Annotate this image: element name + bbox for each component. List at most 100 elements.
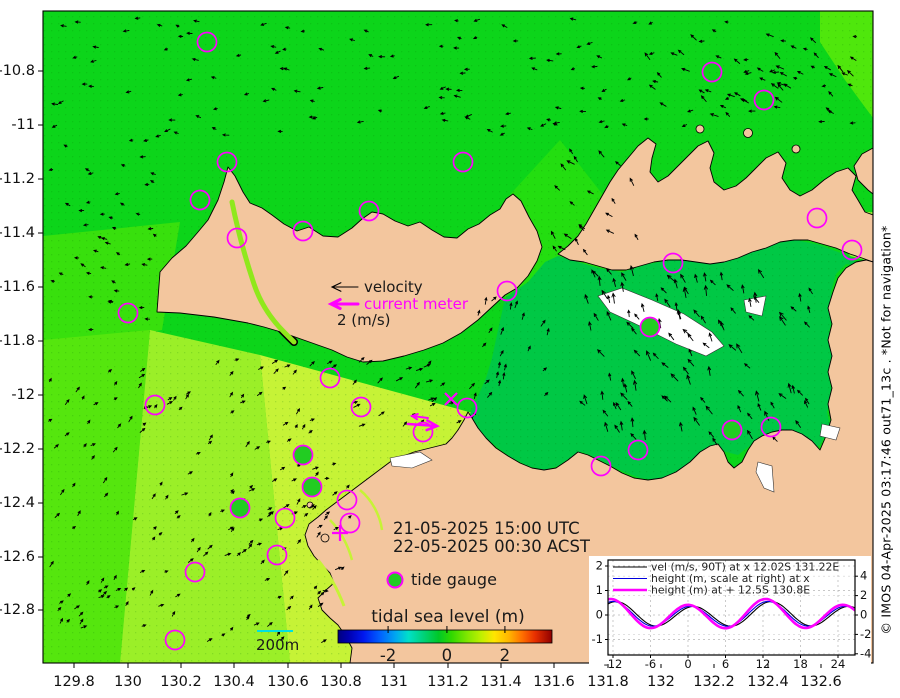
velocity-arrow <box>114 380 118 386</box>
current-meter-site-marker <box>627 439 649 461</box>
velocity-arrow <box>500 326 505 335</box>
velocity-arrow <box>83 443 87 448</box>
velocity-arrow <box>703 272 707 282</box>
velocity-arrow <box>792 76 798 80</box>
velocity-arrow <box>709 279 716 286</box>
velocity-arrow <box>748 315 755 321</box>
current-meter-site-marker <box>216 151 238 173</box>
velocity-arrow <box>557 245 566 251</box>
velocity-arrow <box>258 518 264 522</box>
velocity-arrow <box>64 202 71 207</box>
velocity-arrow <box>53 443 59 449</box>
velocity-arrow <box>187 558 194 563</box>
velocity-arrow <box>87 419 91 425</box>
velocity-arrow <box>206 638 213 642</box>
velocity-arrow <box>185 78 193 82</box>
velocity-arrow <box>779 72 787 77</box>
velocity-arrow <box>152 536 156 541</box>
velocity-arrow <box>597 97 602 101</box>
velocity-arrow <box>215 359 220 365</box>
velocity-arrow <box>655 293 659 301</box>
velocity-arrow <box>292 369 297 375</box>
velocity-arrow <box>301 505 307 509</box>
velocity-arrow <box>163 47 169 51</box>
current-meter-site-marker <box>164 629 186 651</box>
velocity-arrow <box>81 82 88 86</box>
current-meter-site-marker <box>336 489 358 511</box>
velocity-arrow <box>588 321 592 331</box>
velocity-arrow <box>284 26 291 30</box>
velocity-arrow <box>550 230 556 239</box>
velocity-arrow <box>596 55 603 59</box>
velocity-arrow <box>439 111 446 115</box>
velocity-arrow <box>119 202 125 206</box>
velocity-arrow <box>741 98 749 104</box>
velocity-arrow <box>280 466 286 471</box>
velocity-arrow <box>248 488 256 492</box>
velocity-arrow <box>155 134 161 138</box>
velocity-arrow <box>340 566 345 570</box>
velocity-arrow <box>674 302 678 311</box>
velocity-arrow <box>837 64 844 73</box>
velocity-arrow <box>500 124 507 128</box>
velocity-arrow <box>578 224 586 230</box>
current-meter-site-marker <box>292 220 314 242</box>
velocity-arrow <box>231 490 235 494</box>
velocity-arrow <box>546 58 554 62</box>
lat-tick-label: -11 <box>11 117 35 133</box>
velocity-arrow <box>473 18 481 22</box>
intertidal-flat-3 <box>755 461 775 493</box>
velocity-arrow <box>473 392 477 399</box>
velocity-arrow <box>135 212 141 216</box>
lon-tick-label: 130.6 <box>267 674 309 690</box>
velocity-arrow <box>756 67 764 72</box>
velocity-arrow <box>703 284 708 297</box>
inset-x-tick-label: 0 <box>684 657 691 671</box>
velocity-arrow <box>63 144 68 148</box>
current-meter-site-marker <box>266 544 288 566</box>
current-meter-site-marker <box>117 302 139 324</box>
velocity-arrow <box>131 587 136 591</box>
velocity-arrow <box>352 400 359 404</box>
velocity-arrow <box>495 371 500 378</box>
velocity-arrow <box>49 560 54 568</box>
islet-2 <box>791 144 801 154</box>
velocity-arrow <box>597 275 602 286</box>
velocity-arrow <box>626 77 632 81</box>
current-meter-vector <box>406 419 440 432</box>
velocity-arrow <box>254 446 261 450</box>
velocity-arrow <box>122 29 130 33</box>
colorbar-tick-label: -2 <box>380 646 396 665</box>
velocity-arrow <box>309 360 315 367</box>
lon-tick-label: 132.4 <box>747 674 789 690</box>
velocity-arrow <box>453 46 460 50</box>
velocity-arrow <box>114 605 120 609</box>
velocity-arrow <box>659 102 667 107</box>
velocity-arrow <box>648 84 656 90</box>
lat-tick-label: -11.6 <box>0 279 35 295</box>
velocity-arrow <box>708 332 713 342</box>
velocity-arrow <box>681 124 688 127</box>
velocity-arrow <box>693 309 700 318</box>
velocity-arrow <box>823 65 831 71</box>
current-meter-site-marker <box>496 280 518 302</box>
velocity-arrow <box>79 618 84 625</box>
velocity-arrow <box>262 99 270 103</box>
velocity-arrow <box>240 400 246 404</box>
velocity-arrow <box>297 538 302 544</box>
velocity-arrow <box>92 249 99 253</box>
velocity-arrow <box>438 44 444 48</box>
velocity-arrow <box>139 569 146 573</box>
inset-yleft-tick-label: 0 <box>596 608 603 622</box>
velocity-arrow <box>626 321 634 329</box>
map-layers <box>43 11 873 663</box>
velocity-arrow <box>715 55 722 59</box>
velocity-arrow <box>100 266 107 270</box>
inset-yleft-tick-label: -1 <box>592 632 603 646</box>
velocity-arrow <box>611 292 616 304</box>
velocity-arrow <box>272 478 278 482</box>
current-meter-site-marker <box>753 89 775 111</box>
velocity-arrow <box>512 39 519 43</box>
lat-tick-label: -12.4 <box>0 495 35 511</box>
